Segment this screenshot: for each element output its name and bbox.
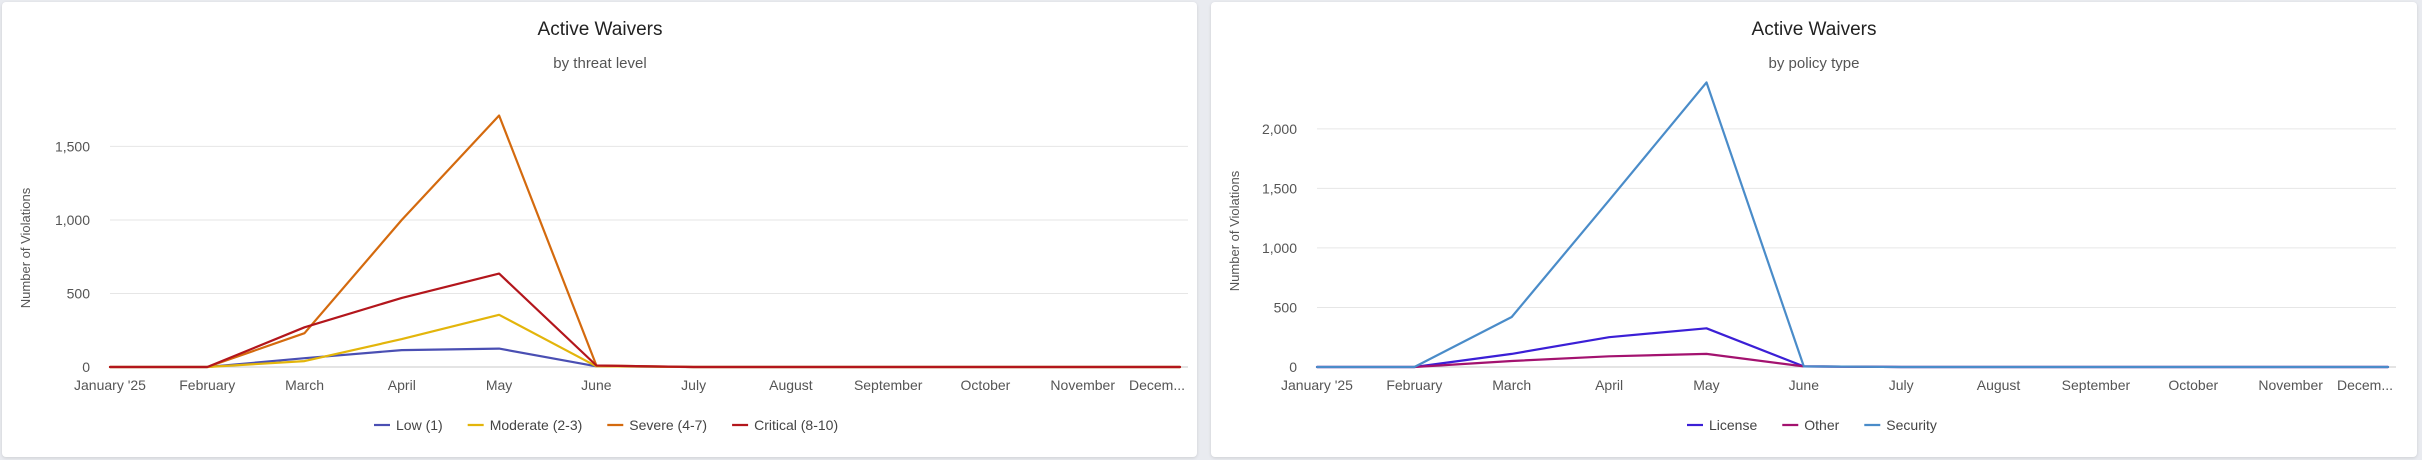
legend-item[interactable]: License <box>1687 417 1757 433</box>
x-tick-label: March <box>285 377 324 393</box>
x-tick-label: March <box>1492 377 1531 393</box>
line-chart-policy-type: Active Waivers by policy type Number of … <box>1227 19 2396 433</box>
x-tick-label: February <box>1386 377 1442 393</box>
series-line-severe-4-7[interactable] <box>108 114 1182 369</box>
x-tick-label: February <box>179 377 235 393</box>
x-tick-label: July <box>681 377 706 393</box>
y-tick-label: 500 <box>1274 299 1298 315</box>
legend-label: License <box>1709 417 1757 433</box>
chart-subtitle: by policy type <box>1769 55 1860 72</box>
legend-item[interactable]: Other <box>1782 417 1840 433</box>
legend-item[interactable]: Severe (4-7) <box>607 417 707 433</box>
legend-item[interactable]: Low (1) <box>374 417 443 433</box>
y-tick-label: 500 <box>67 285 91 301</box>
y-axis-label: Number of Violations <box>18 187 33 308</box>
x-tick-label: April <box>388 377 416 393</box>
x-tick-label: October <box>961 377 1011 393</box>
chart-subtitle: by threat level <box>553 55 646 72</box>
legend-item[interactable]: Security <box>1864 417 1937 433</box>
y-tick-label: 1,500 <box>1262 180 1297 196</box>
y-tick-label: 1,000 <box>55 212 90 228</box>
y-tick-label: 0 <box>1289 359 1297 375</box>
x-tick-label: Decem... <box>2337 377 2393 393</box>
y-tick-label: 1,000 <box>1262 240 1297 256</box>
chart-title: Active Waivers <box>538 19 663 40</box>
series-line-other[interactable] <box>1315 352 2390 369</box>
x-tick-label: November <box>2258 377 2323 393</box>
x-tick-label: November <box>1050 377 1115 393</box>
legend-label: Severe (4-7) <box>629 417 707 433</box>
x-tick-label: July <box>1889 377 1914 393</box>
x-tick-label: May <box>1693 377 1719 393</box>
legend-label: Security <box>1886 417 1937 433</box>
x-tick-label: August <box>1977 377 2021 393</box>
x-tick-label: May <box>486 377 512 393</box>
y-tick-label: 1,500 <box>55 138 90 154</box>
legend-label: Critical (8-10) <box>754 417 838 433</box>
legend-item[interactable]: Critical (8-10) <box>732 417 838 433</box>
x-tick-label: January '25 <box>74 377 146 393</box>
x-tick-label: October <box>2168 377 2218 393</box>
chart-panel-threat-level: Active Waivers by threat level Number of… <box>2 2 1197 457</box>
x-tick-label: August <box>769 377 813 393</box>
x-tick-label: September <box>2062 377 2131 393</box>
legend-label: Other <box>1804 417 1839 433</box>
y-tick-label: 2,000 <box>1262 121 1297 137</box>
legend-label: Moderate (2-3) <box>490 417 583 433</box>
legend-item[interactable]: Moderate (2-3) <box>467 417 583 433</box>
series-line-critical-8-10[interactable] <box>108 272 1182 369</box>
x-tick-label: September <box>854 377 923 393</box>
legend-label: Low (1) <box>396 417 443 433</box>
x-tick-label: June <box>1789 377 1820 393</box>
x-tick-label: April <box>1595 377 1623 393</box>
chart-title: Active Waivers <box>1752 19 1877 40</box>
y-axis-label: Number of Violations <box>1227 170 1242 291</box>
x-tick-label: January '25 <box>1281 377 1353 393</box>
series-line-security[interactable] <box>1315 81 2390 369</box>
line-chart-threat-level: Active Waivers by threat level Number of… <box>18 19 1188 433</box>
x-tick-label: June <box>581 377 612 393</box>
y-tick-label: 0 <box>82 359 90 375</box>
chart-panel-policy-type: Active Waivers by policy type Number of … <box>1211 2 2417 457</box>
x-tick-label: Decem... <box>1129 377 1185 393</box>
